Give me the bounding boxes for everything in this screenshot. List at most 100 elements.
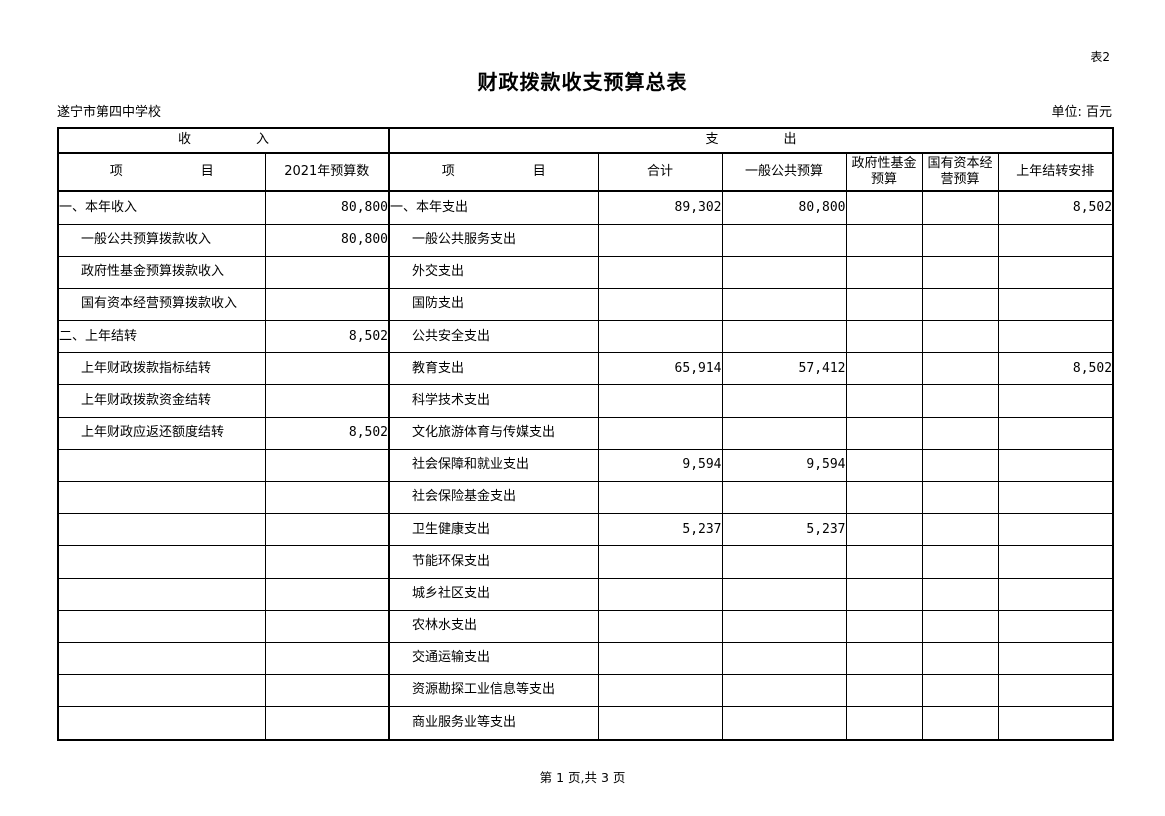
cell-general-public (721, 609, 847, 643)
table-row: 上年财政应返还额度结转 8,502 文化旅游体育与传媒支出 (57, 416, 1114, 450)
cell-general-public (721, 287, 847, 322)
cell-general-public (721, 674, 847, 708)
cell-carryover (997, 674, 1114, 708)
table-row: 城乡社区支出 (57, 577, 1114, 611)
table-row: 交通运输支出 (57, 641, 1114, 676)
table-row: 节能环保支出 (57, 545, 1114, 579)
cell-state-capital (921, 384, 999, 418)
table-row: 一、本年收入 80,800 一、本年支出 89,302 80,800 8,502 (57, 190, 1114, 225)
cell-state-capital (921, 223, 999, 257)
cell-income-item (57, 545, 266, 579)
cell-income-item (57, 577, 266, 611)
cell-income-value (264, 513, 390, 547)
cell-general-public (721, 416, 847, 450)
cell-carryover (997, 577, 1114, 611)
cell-total (597, 384, 723, 418)
cell-income-item (57, 641, 266, 676)
cell-income-value (264, 674, 390, 708)
cell-carryover (997, 320, 1114, 354)
cell-carryover (997, 384, 1114, 418)
cell-total: 5,237 (597, 513, 723, 547)
cell-income-value (264, 448, 390, 482)
cell-carryover (997, 513, 1114, 547)
cell-state-capital (921, 255, 999, 289)
cell-expense-item: 资源勘探工业信息等支出 (388, 674, 599, 708)
cell-general-public (721, 384, 847, 418)
cell-income-item: 一般公共预算拨款收入 (57, 223, 266, 257)
col-header-expense-item: 项 目 (388, 152, 599, 192)
cell-gov-fund (845, 609, 923, 643)
cell-state-capital (921, 641, 999, 676)
cell-state-capital (921, 190, 999, 225)
cell-total (597, 706, 723, 741)
cell-carryover: 8,502 (997, 190, 1114, 225)
cell-income-item (57, 609, 266, 643)
cell-total (597, 480, 723, 515)
cell-general-public (721, 255, 847, 289)
cell-income-value: 8,502 (264, 320, 390, 354)
cell-expense-item: 农林水支出 (388, 609, 599, 643)
table-row: 资源勘探工业信息等支出 (57, 674, 1114, 708)
cell-general-public (721, 223, 847, 257)
section-header-income: 收 入 (57, 127, 390, 154)
col-header-total: 合计 (597, 152, 723, 192)
cell-income-item (57, 674, 266, 708)
cell-expense-item: 一、本年支出 (388, 190, 599, 225)
table-body: 一、本年收入 80,800 一、本年支出 89,302 80,800 8,502 一般公共预… (57, 190, 1114, 741)
cell-gov-fund (845, 545, 923, 579)
cell-carryover (997, 480, 1114, 515)
cell-state-capital (921, 609, 999, 643)
cell-general-public: 5,237 (721, 513, 847, 547)
cell-income-value (264, 287, 390, 322)
col-header-general-public: 一般公共预算 (721, 152, 847, 192)
cell-carryover: 8,502 (997, 352, 1114, 386)
col-header-state-capital: 国有资本经营预算 (921, 152, 999, 192)
table-row: 农林水支出 (57, 609, 1114, 643)
cell-state-capital (921, 448, 999, 482)
cell-expense-item: 文化旅游体育与传媒支出 (388, 416, 599, 450)
sheet-label: 表2 (1090, 50, 1110, 64)
cell-general-public: 80,800 (721, 190, 847, 225)
org-name: 遂宁市第四中学校 (57, 105, 162, 120)
table-row: 上年财政拨款指标结转 教育支出 65,914 57,412 8,502 (57, 352, 1114, 386)
cell-state-capital (921, 706, 999, 741)
cell-total (597, 545, 723, 579)
cell-gov-fund (845, 641, 923, 676)
cell-gov-fund (845, 706, 923, 741)
cell-income-value (264, 480, 390, 515)
cell-general-public (721, 641, 847, 676)
cell-total: 9,594 (597, 448, 723, 482)
cell-expense-item: 公共安全支出 (388, 320, 599, 354)
cell-expense-item: 城乡社区支出 (388, 577, 599, 611)
table-row: 上年财政拨款资金结转 科学技术支出 (57, 384, 1114, 418)
cell-income-item: 政府性基金预算拨款收入 (57, 255, 266, 289)
cell-general-public (721, 706, 847, 741)
cell-gov-fund (845, 674, 923, 708)
cell-general-public (721, 320, 847, 354)
cell-carryover (997, 223, 1114, 257)
cell-total (597, 320, 723, 354)
cell-income-item (57, 448, 266, 482)
cell-general-public (721, 545, 847, 579)
cell-total (597, 577, 723, 611)
cell-total (597, 674, 723, 708)
cell-gov-fund (845, 448, 923, 482)
cell-income-value: 80,800 (264, 223, 390, 257)
cell-state-capital (921, 480, 999, 515)
cell-gov-fund (845, 223, 923, 257)
meta-row: 遂宁市第四中学校 单位: 百元 (57, 101, 1112, 120)
cell-gov-fund (845, 320, 923, 354)
cell-total: 65,914 (597, 352, 723, 386)
cell-total (597, 287, 723, 322)
cell-income-value (264, 706, 390, 741)
cell-income-item: 二、上年结转 (57, 320, 266, 354)
unit-label: 单位: 百元 (1051, 105, 1112, 120)
cell-income-value (264, 609, 390, 643)
cell-income-value (264, 255, 390, 289)
table-row: 一般公共预算拨款收入 80,800 一般公共服务支出 (57, 223, 1114, 257)
cell-gov-fund (845, 190, 923, 225)
cell-expense-item: 社会保险基金支出 (388, 480, 599, 515)
cell-state-capital (921, 577, 999, 611)
cell-expense-item: 国防支出 (388, 287, 599, 322)
